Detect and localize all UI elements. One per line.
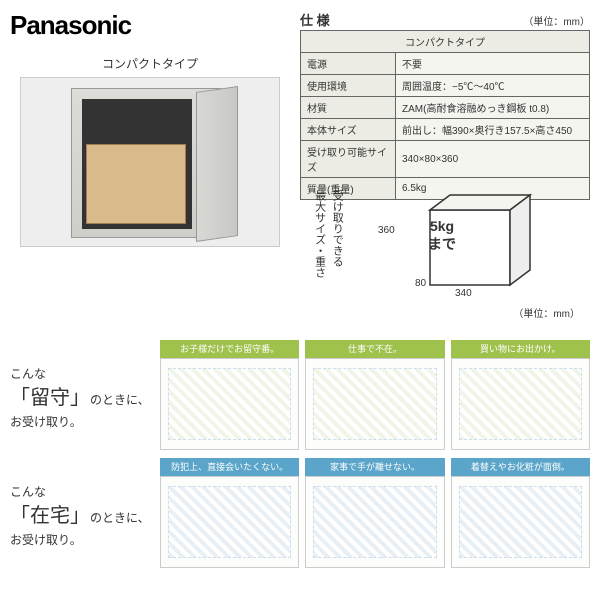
illustration-icon (168, 368, 292, 440)
scenario-card: 防犯上、直接会いたくない。 (160, 458, 299, 568)
text: こんな (10, 485, 46, 499)
spec-val: 前出し：幅390×奥行き157.5×高さ450 (396, 119, 590, 141)
dim-weight: 5kg まで (428, 218, 456, 254)
spec-key: 電源 (301, 53, 396, 75)
card-title: 防犯上、直接会いたくない。 (160, 458, 299, 476)
illustration-icon (459, 486, 583, 558)
spec-key: 本体サイズ (301, 119, 396, 141)
card-title: 家事で手が離せない。 (305, 458, 444, 476)
illustration-icon (459, 368, 583, 440)
card-title: 仕事で不在。 (305, 340, 444, 358)
scenario-absent-label: こんな 「留守」のときに、 お受け取り。 (10, 340, 160, 431)
spec-key: 材質 (301, 97, 396, 119)
locker (71, 88, 221, 238)
locker-door (196, 86, 238, 242)
scenario-card: 買い物にお出かけ。 (451, 340, 590, 450)
illustration-icon (313, 486, 437, 558)
spec-val: 周囲温度：−5℃〜40℃ (396, 75, 590, 97)
dim-w: 340 (455, 288, 472, 299)
product-label: コンパクトタイプ (10, 55, 290, 72)
scenario-home: こんな 「在宅」のときに、 お受け取り。 防犯上、直接会いたくない。 家事で手が… (10, 458, 590, 568)
card-title: 着替えやお化粧が面倒。 (451, 458, 590, 476)
spec-val: ZAM(高耐食溶融めっき鋼板 t0.8) (396, 97, 590, 119)
spec-subheader: コンパクトタイプ (301, 31, 590, 53)
scenario-card: 仕事で不在。 (305, 340, 444, 450)
dim-d: 80 (415, 278, 426, 289)
scenario-card: お子様だけでお留守番。 (160, 340, 299, 450)
text: こんな (10, 367, 46, 381)
scenario-card: 着替えやお化粧が面倒。 (451, 458, 590, 568)
dimension-area: 受け取りできる 最大サイズ・重さ 5kg まで 360 340 80 （単位：m… (300, 170, 590, 320)
product-photo-area: コンパクトタイプ 荷物受け入れ例 (10, 55, 290, 247)
text-big: 「在宅」 (10, 505, 90, 527)
spec-unit: （単位：mm） (523, 13, 590, 28)
dim-side-label: 受け取りできる 最大サイズ・重さ (310, 190, 345, 278)
scenario-home-label: こんな 「在宅」のときに、 お受け取り。 (10, 458, 160, 549)
illustration-icon (168, 486, 292, 558)
text-big: 「留守」 (10, 387, 90, 409)
parcel (86, 144, 186, 224)
card-title: お子様だけでお留守番。 (160, 340, 299, 358)
scenario-absent: こんな 「留守」のときに、 お受け取り。 お子様だけでお留守番。 仕事で不在。 … (10, 340, 590, 450)
spec-val: 不要 (396, 53, 590, 75)
illustration-icon (313, 368, 437, 440)
product-box (20, 77, 280, 247)
spec-key: 使用環境 (301, 75, 396, 97)
brand-logo: Panasonic (10, 10, 131, 41)
card-title: 買い物にお出かけ。 (451, 340, 590, 358)
dim-unit: （単位：mm） (513, 305, 580, 320)
scenario-card: 家事で手が離せない。 (305, 458, 444, 568)
scenarios: こんな 「留守」のときに、 お受け取り。 お子様だけでお留守番。 仕事で不在。 … (10, 340, 590, 576)
dim-h: 360 (378, 225, 395, 236)
spec-title: 仕 様 (300, 10, 330, 29)
